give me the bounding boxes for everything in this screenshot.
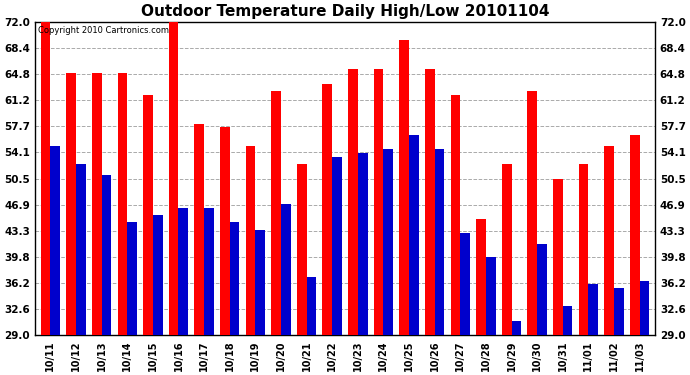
Bar [76, 164, 86, 335]
Bar [527, 91, 537, 335]
Bar [204, 208, 214, 335]
Bar [153, 215, 163, 335]
Bar [117, 73, 127, 335]
Bar [322, 84, 332, 335]
Bar [246, 146, 255, 335]
Bar [451, 94, 460, 335]
Bar [460, 233, 470, 335]
Bar [384, 149, 393, 335]
Bar [476, 219, 486, 335]
Bar [348, 69, 358, 335]
Bar [169, 22, 179, 335]
Bar [553, 178, 563, 335]
Bar [563, 306, 573, 335]
Bar [143, 94, 153, 335]
Bar [486, 256, 495, 335]
Bar [230, 222, 239, 335]
Bar [50, 146, 60, 335]
Bar [409, 135, 419, 335]
Bar [400, 40, 409, 335]
Bar [281, 204, 290, 335]
Title: Outdoor Temperature Daily High/Low 20101104: Outdoor Temperature Daily High/Low 20101… [141, 4, 549, 19]
Bar [640, 280, 649, 335]
Bar [502, 164, 511, 335]
Bar [101, 175, 111, 335]
Bar [358, 153, 368, 335]
Bar [306, 277, 316, 335]
Bar [92, 73, 101, 335]
Bar [630, 135, 640, 335]
Bar [589, 284, 598, 335]
Bar [297, 164, 306, 335]
Bar [511, 321, 521, 335]
Bar [579, 164, 589, 335]
Bar [425, 69, 435, 335]
Bar [220, 128, 230, 335]
Bar [332, 157, 342, 335]
Bar [66, 73, 76, 335]
Bar [179, 208, 188, 335]
Bar [271, 91, 281, 335]
Bar [604, 146, 614, 335]
Bar [537, 244, 547, 335]
Bar [435, 149, 444, 335]
Bar [614, 288, 624, 335]
Bar [374, 69, 384, 335]
Bar [255, 230, 265, 335]
Bar [195, 124, 204, 335]
Text: Copyright 2010 Cartronics.com: Copyright 2010 Cartronics.com [38, 26, 169, 35]
Bar [41, 22, 50, 335]
Bar [127, 222, 137, 335]
